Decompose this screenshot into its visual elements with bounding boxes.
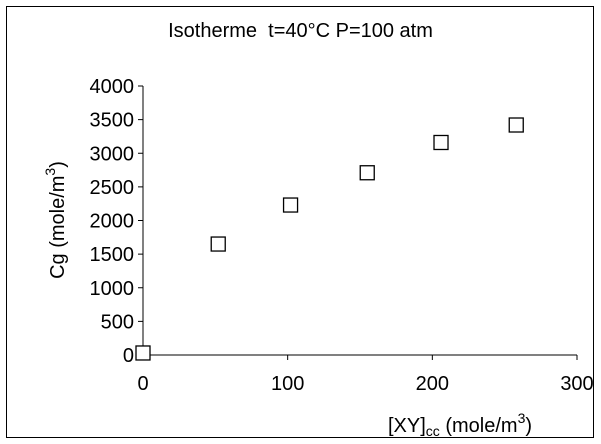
y-tick-label: 500: [101, 311, 134, 333]
axis-labels: [XY]cc (mole/m3) Cg (mole/m3): [42, 161, 532, 439]
y-tick-label: 1000: [90, 278, 135, 300]
y-axis-ticks: 0 500 1000 1500 2000 2500 3000 3500 4000: [90, 76, 143, 367]
x-tick-label: 300: [560, 373, 593, 395]
data-point: [135, 345, 151, 361]
y-axis-label: Cg (mole/m3): [42, 161, 69, 279]
y-tick-label: 0: [123, 345, 134, 367]
y-tick-label: 2500: [90, 177, 135, 199]
x-tick-label: 200: [416, 373, 449, 395]
data-points: [135, 117, 524, 361]
data-point: [508, 117, 524, 133]
chart-frame: [6, 6, 594, 438]
x-axis-ticks: 0 100 200 300: [137, 355, 594, 395]
x-tick-label: 0: [137, 373, 148, 395]
y-tick-label: 3000: [90, 143, 135, 165]
y-tick-label: 4000: [90, 76, 135, 98]
x-axis-label: [XY]cc (mole/m3): [388, 410, 532, 439]
chart-title: Isotherme t=40°C P=100 atm: [168, 20, 433, 42]
data-point: [359, 165, 375, 181]
y-tick-label: 2000: [90, 211, 135, 233]
y-tick-label: 1500: [90, 244, 135, 266]
y-tick-label: 3500: [90, 110, 135, 132]
data-point: [282, 197, 299, 213]
data-point: [210, 236, 226, 252]
data-point: [433, 134, 449, 151]
x-tick-label: 100: [271, 373, 304, 395]
